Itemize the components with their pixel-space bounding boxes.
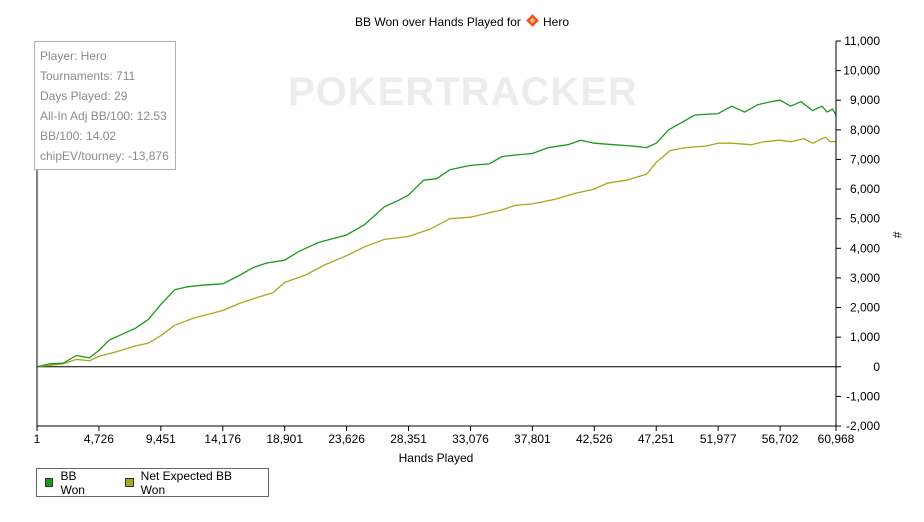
x-tick-label: 28,351	[390, 432, 427, 446]
y-tick-label: 5,000	[850, 212, 880, 226]
x-tick-label: 23,626	[328, 432, 365, 446]
x-tick-label: 4,726	[84, 432, 114, 446]
y-tick-label: 2,000	[850, 301, 880, 315]
chart-legend: BB Won Net Expected BB Won	[36, 468, 269, 497]
y-tick-label: 10,000	[843, 64, 880, 78]
y-tick-label: 8,000	[850, 123, 880, 137]
legend-label-net-expected: Net Expected BB Won	[140, 468, 233, 497]
legend-swatch-bb-won	[45, 478, 54, 487]
x-axis-label: Hands Played	[399, 451, 474, 465]
x-tick-label: 42,526	[576, 432, 613, 446]
y-tick-label: 6,000	[850, 182, 880, 196]
y-tick-label: 0	[873, 360, 880, 374]
legend-item-net-expected[interactable]: Net Expected BB Won	[125, 469, 252, 497]
y-tick-label: 9,000	[850, 93, 880, 107]
x-tick-label: 56,702	[762, 432, 799, 446]
info-days-played: Days Played: 29	[40, 89, 128, 103]
x-tick-label: 47,251	[638, 432, 675, 446]
x-tick-label: 14,176	[204, 432, 241, 446]
info-allin-adj-bb100: All-In Adj BB/100: 12.53	[40, 109, 167, 123]
pokertracker-watermark: POKERTRACKER	[288, 70, 638, 114]
x-tick-label: 33,076	[452, 432, 489, 446]
x-tick-label: 18,901	[266, 432, 303, 446]
x-tick-label: 37,801	[514, 432, 551, 446]
info-bb100: BB/100: 14.02	[40, 129, 117, 143]
info-tournaments: Tournaments: 711	[40, 69, 136, 83]
legend-item-bb-won[interactable]: BB Won	[45, 469, 101, 497]
y-axis-label: #	[890, 232, 904, 239]
y-tick-label: 4,000	[850, 241, 880, 255]
legend-swatch-net-expected	[125, 478, 134, 487]
legend-label-bb-won: BB Won	[60, 468, 85, 497]
y-tick-label: 1,000	[850, 330, 880, 344]
x-tick-label: 60,968	[818, 432, 855, 446]
y-tick-label: 11,000	[844, 34, 880, 48]
info-chipev: chipEV/tourney: -13,876	[40, 149, 169, 163]
y-tick-label: -2,000	[846, 419, 880, 433]
x-tick-label: 9,451	[146, 432, 176, 446]
series-line-bb-won	[36, 99, 837, 368]
info-player: Player: Hero	[40, 49, 107, 63]
chart-title-player: Hero	[543, 15, 569, 29]
x-tick-label: 1	[34, 432, 41, 446]
x-tick-label: 51,977	[700, 432, 737, 446]
y-tick-label: 3,000	[850, 271, 880, 285]
y-tick-label: -1,000	[846, 389, 880, 403]
series-line-net-expected-bb-won	[36, 136, 836, 368]
stats-info-box: Player: Hero Tournaments: 711 Days Playe…	[34, 41, 176, 170]
y-tick-label: 7,000	[850, 152, 880, 166]
player-diamond-icon	[526, 14, 539, 27]
chart-title: BB Won over Hands Played for	[355, 15, 521, 29]
